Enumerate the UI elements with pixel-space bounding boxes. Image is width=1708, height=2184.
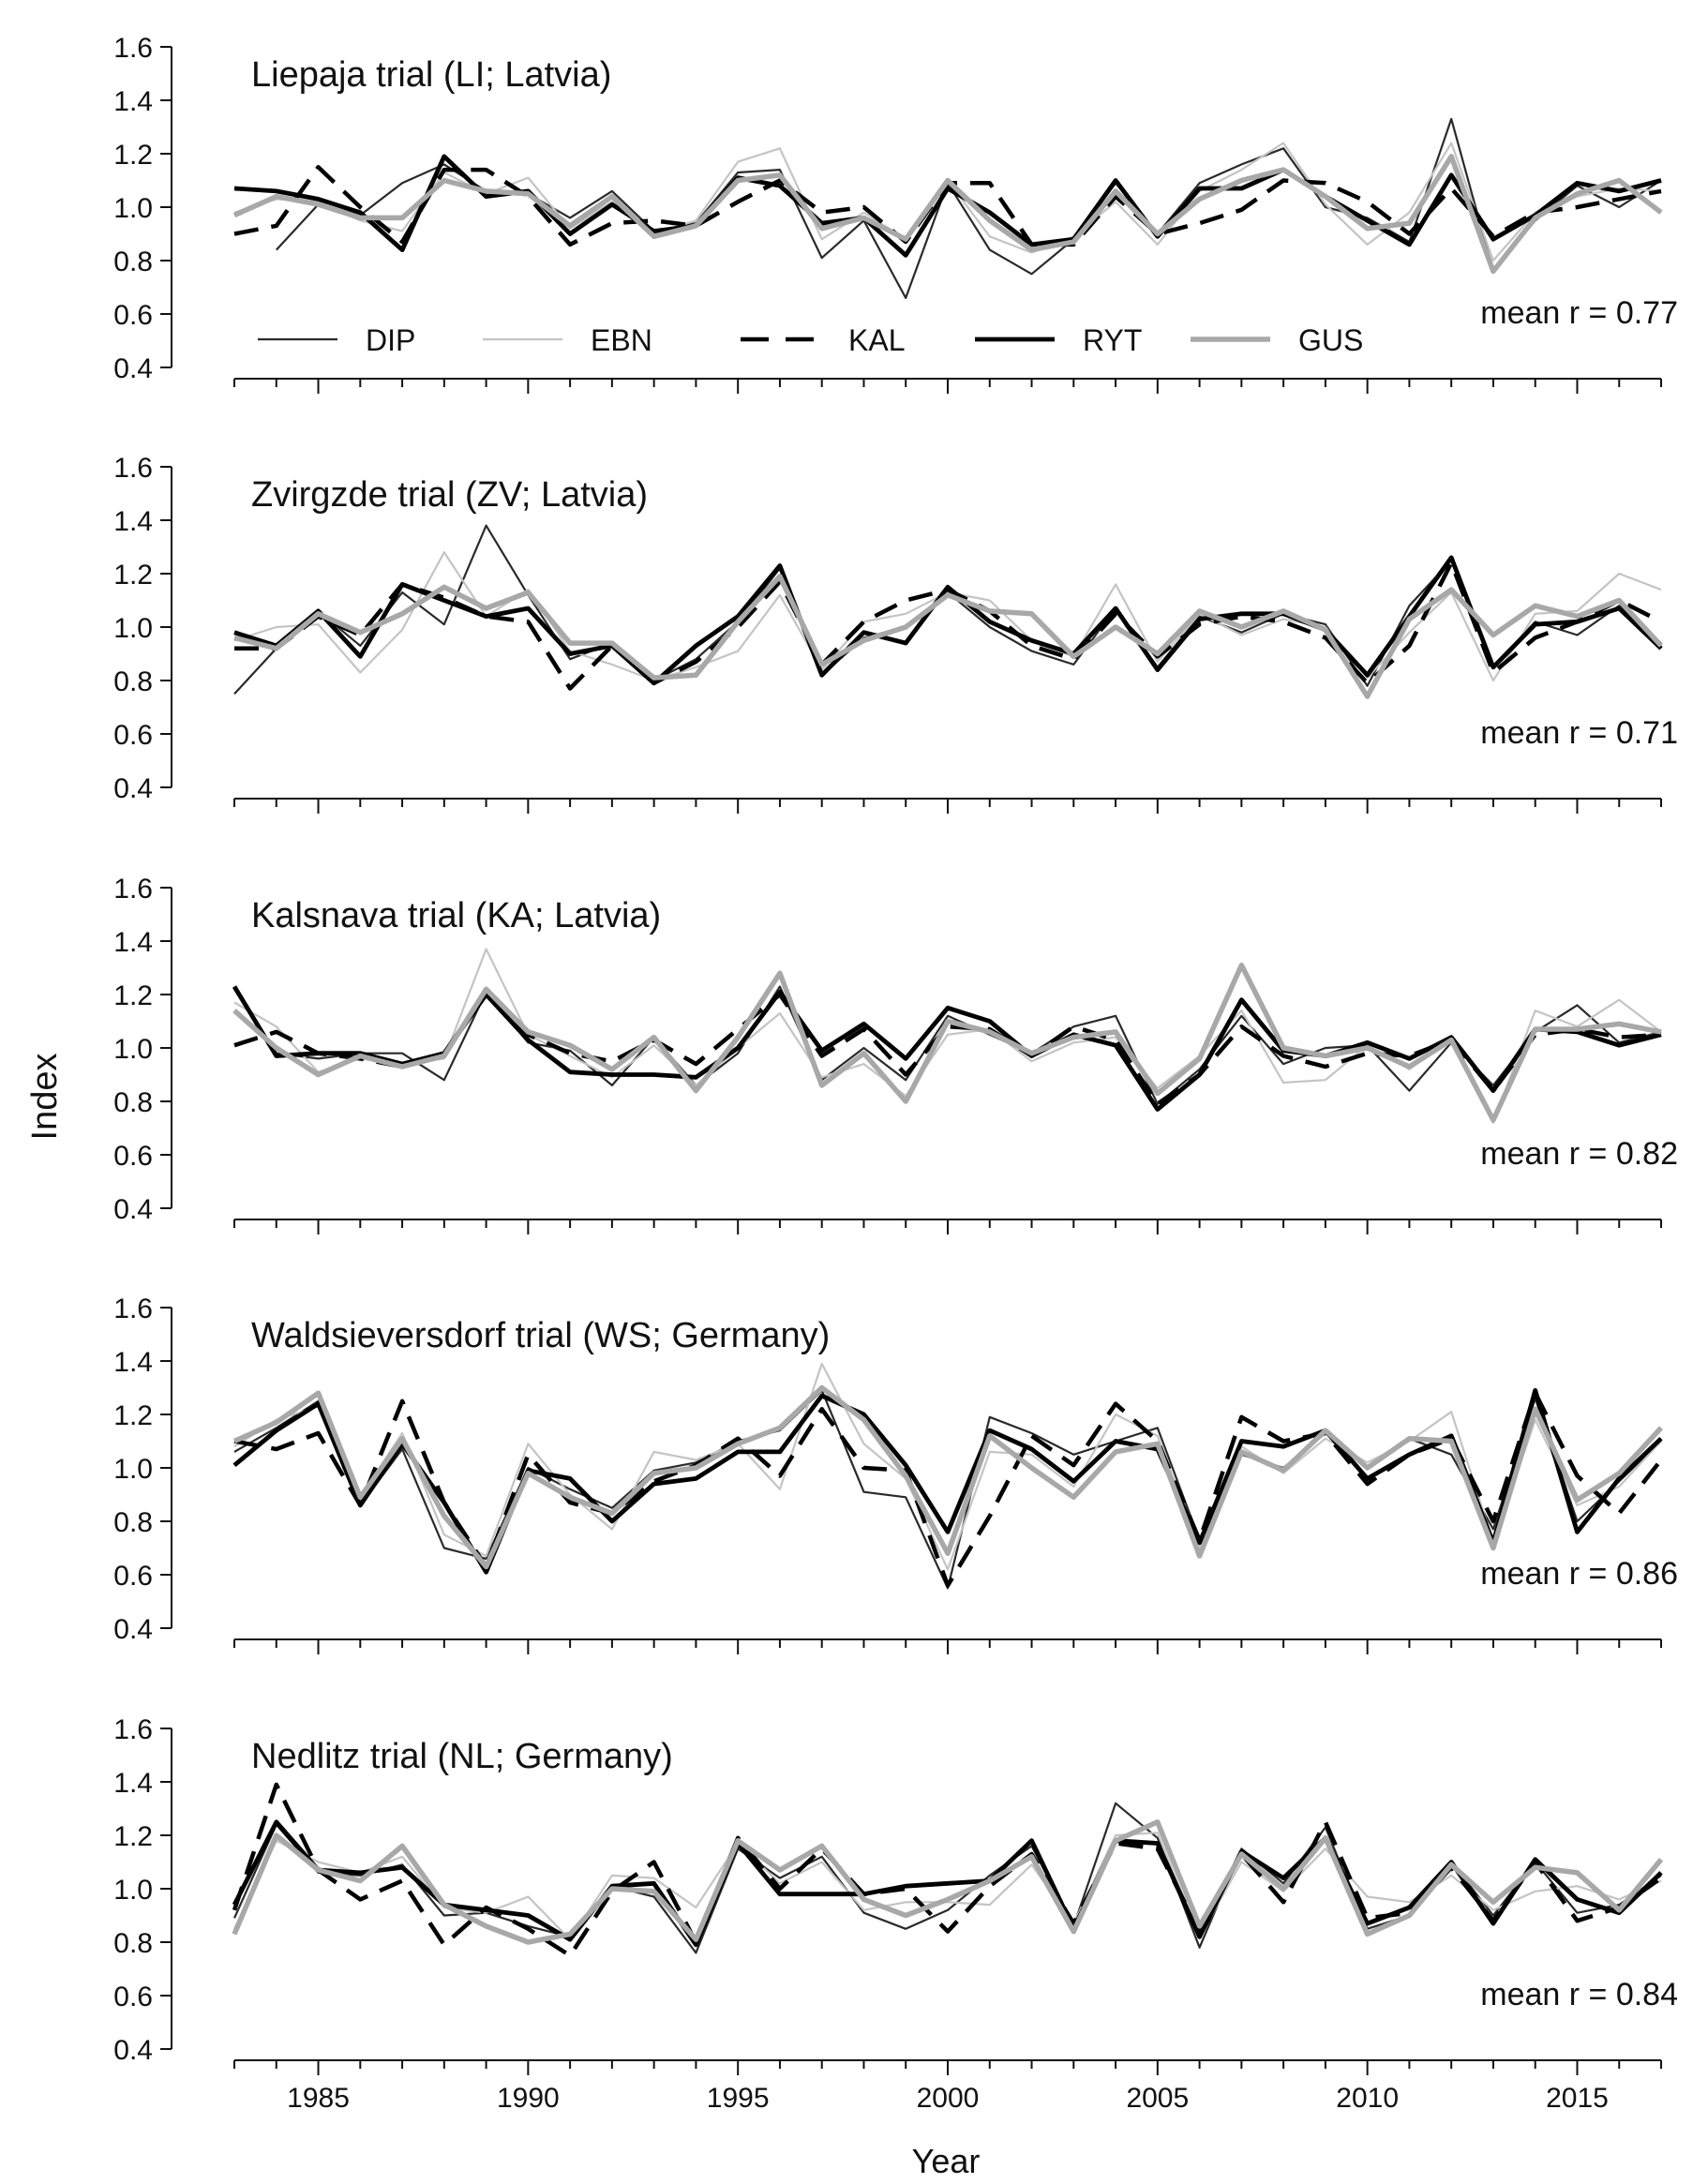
x-tick-label: 1995 bbox=[707, 2083, 770, 2114]
series-dip-line bbox=[233, 524, 1662, 696]
y-tick-label: 0.6 bbox=[113, 1141, 153, 1172]
series-gus-line bbox=[232, 1384, 1664, 1570]
x-tick-label: 2005 bbox=[1126, 2083, 1189, 2114]
y-tick-label: 0.6 bbox=[113, 1561, 153, 1592]
y-tick-label: 1.6 bbox=[113, 33, 153, 64]
mean-r-annotation: mean r = 0.77 bbox=[1480, 295, 1678, 331]
y-tick-label: 1.6 bbox=[113, 453, 153, 484]
panel-4: 0.4 0.6 0.8 1.0 1.2 1.4 1.6 Waldsieversdorf tri… bbox=[113, 1294, 1678, 1654]
series-ebn-line bbox=[233, 948, 1662, 1124]
series-ryt-line bbox=[232, 1819, 1663, 1948]
y-tick-label: 1.6 bbox=[113, 874, 153, 905]
y-tick-label: 0.6 bbox=[113, 300, 153, 331]
y-tick-label: 1.0 bbox=[113, 613, 153, 644]
y-tick-label: 0.8 bbox=[113, 1087, 153, 1118]
panel-5: 0.4 0.6 0.8 1.0 1.2 1.4 1.6 1985 1990 1995 2000 200… bbox=[113, 1714, 1678, 2114]
x-tick-label: 1985 bbox=[287, 2083, 350, 2114]
series-gus-line bbox=[233, 574, 1664, 699]
y-tick-label: 1.6 bbox=[113, 1294, 153, 1324]
legend-label-ebn: EBN bbox=[591, 323, 652, 357]
y-tick-label: 0.4 bbox=[113, 2035, 153, 2066]
chart-panels: 0.4 0.6 0.8 1.0 1.2 1.4 1.6 Liepaja trial (LI; … bbox=[113, 33, 1678, 2114]
y-tick-label: 1.0 bbox=[113, 1034, 153, 1065]
legend: DIP EBN KAL RYT GUS bbox=[258, 323, 1363, 357]
mean-r-annotation: mean r = 0.82 bbox=[1480, 1136, 1678, 1172]
panel-title: Waldsieversdorf trial (WS; Germany) bbox=[251, 1316, 830, 1355]
y-tick-label: 1.2 bbox=[113, 980, 153, 1011]
y-tick-label: 1.4 bbox=[113, 1347, 153, 1378]
y-tick-label: 1.4 bbox=[113, 506, 153, 537]
legend-label-kal: KAL bbox=[848, 323, 905, 357]
panel-title: Kalsnava trial (KA; Latvia) bbox=[251, 896, 661, 935]
mean-r-annotation: mean r = 0.86 bbox=[1480, 1556, 1678, 1592]
y-tick-label: 1.2 bbox=[113, 140, 153, 171]
y-tick-label: 1.4 bbox=[113, 86, 153, 117]
y-axis-label: Index bbox=[25, 1054, 65, 1141]
x-tick-label: 2010 bbox=[1336, 2083, 1399, 2114]
y-tick-label: 0.8 bbox=[113, 247, 153, 277]
y-tick-label: 1.4 bbox=[113, 1768, 153, 1799]
y-tick-label: 0.8 bbox=[113, 1507, 153, 1538]
panel-2: 0.4 0.6 0.8 1.0 1.2 1.4 1.6 Zvirgzde trial (ZV;… bbox=[113, 453, 1678, 814]
series-ryt-line bbox=[232, 1387, 1663, 1575]
series-dip-line bbox=[233, 985, 1662, 1105]
y-tick-label: 0.6 bbox=[113, 1982, 153, 2012]
panel-1: 0.4 0.6 0.8 1.0 1.2 1.4 1.6 Liepaja trial (LI; … bbox=[113, 33, 1678, 394]
y-tick-label: 1.2 bbox=[113, 560, 153, 591]
series-dip-line bbox=[233, 1389, 1662, 1590]
series-ebn-line bbox=[233, 1362, 1662, 1571]
x-axis-label: Year bbox=[912, 2142, 981, 2180]
panel-title: Nedlitz trial (NL; Germany) bbox=[251, 1737, 673, 1776]
x-tick-label: 1990 bbox=[497, 2083, 560, 2114]
panel-title: Zvirgzde trial (ZV; Latvia) bbox=[251, 475, 648, 515]
mean-r-annotation: mean r = 0.71 bbox=[1480, 715, 1678, 751]
y-tick-label: 0.4 bbox=[113, 1614, 153, 1645]
series-kal-line bbox=[233, 1390, 1663, 1588]
legend-label-dip: DIP bbox=[366, 323, 415, 357]
x-tick-label: 2015 bbox=[1546, 2083, 1609, 2114]
y-tick-label: 1.0 bbox=[113, 1454, 153, 1485]
series-gus-line bbox=[232, 1819, 1664, 1945]
series-ebn-line bbox=[233, 1832, 1662, 1941]
legend-label-gus: GUS bbox=[1298, 323, 1363, 357]
y-tick-label: 1.0 bbox=[113, 193, 153, 224]
x-tick-label: 2000 bbox=[917, 2083, 980, 2114]
y-tick-label: 1.0 bbox=[113, 1875, 153, 1906]
y-tick-label: 1.4 bbox=[113, 927, 153, 958]
y-tick-label: 1.2 bbox=[113, 1400, 153, 1431]
series-gus-line bbox=[232, 154, 1663, 275]
mean-r-annotation: mean r = 0.84 bbox=[1480, 1977, 1678, 2012]
y-tick-label: 0.4 bbox=[113, 353, 153, 384]
series-kal-line bbox=[234, 561, 1663, 691]
y-tick-label: 0.6 bbox=[113, 720, 153, 751]
panel-title: Liepaja trial (LI; Latvia) bbox=[251, 55, 611, 95]
series-gus-line bbox=[232, 962, 1662, 1123]
y-tick-label: 0.8 bbox=[113, 1928, 153, 1959]
y-tick-label: 1.2 bbox=[113, 1821, 153, 1852]
panel-3: 0.4 0.6 0.8 1.0 1.2 1.4 1.6 Kalsnava trial (KA;… bbox=[113, 874, 1678, 1234]
legend-label-ryt: RYT bbox=[1083, 323, 1142, 357]
series-ryt-line bbox=[233, 555, 1663, 686]
series-ryt-line bbox=[233, 154, 1662, 258]
y-tick-label: 0.4 bbox=[113, 1194, 153, 1225]
y-tick-label: 0.4 bbox=[113, 773, 153, 804]
y-tick-label: 1.6 bbox=[113, 1714, 153, 1745]
y-tick-label: 0.8 bbox=[113, 666, 153, 697]
